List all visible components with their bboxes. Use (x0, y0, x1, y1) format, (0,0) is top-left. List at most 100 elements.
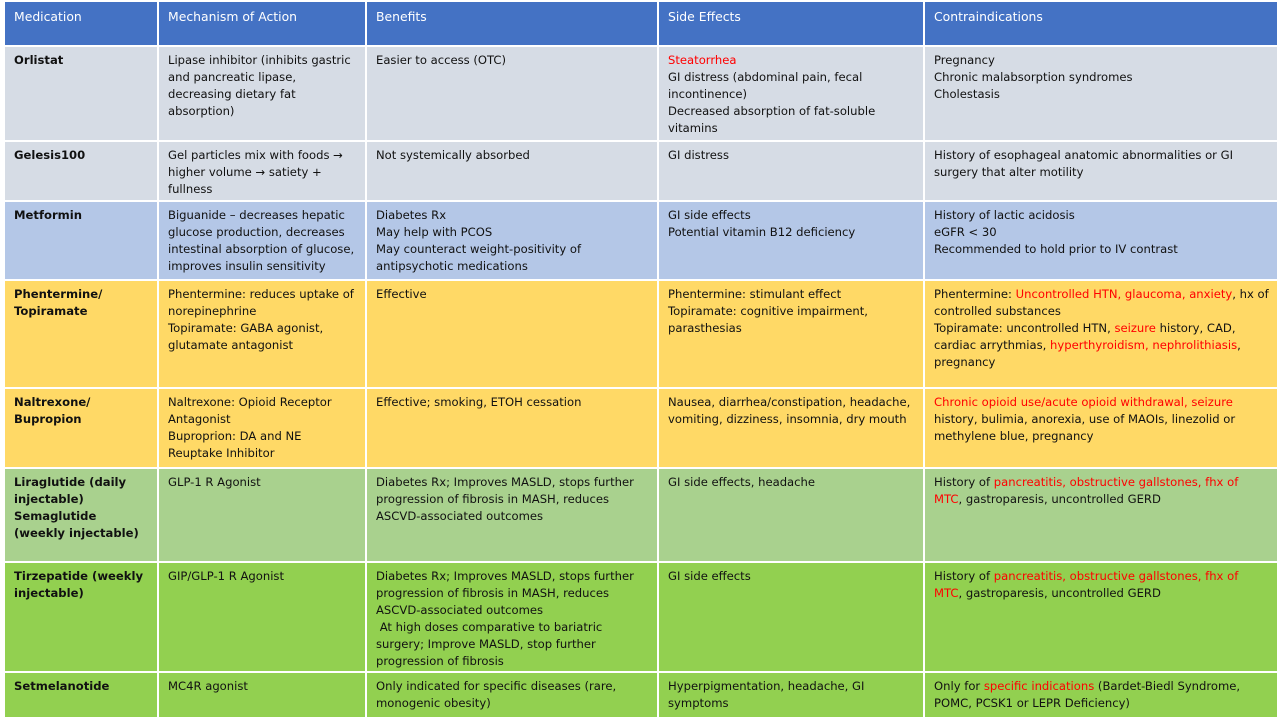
table-cell: Easier to access (OTC) (365, 45, 659, 142)
text-segment: Steatorrhea (668, 53, 737, 67)
text-segment: Chronic malabsorption syndromes (934, 70, 1133, 84)
header-cell: Contraindications (923, 0, 1279, 47)
text-segment: History of lactic acidosis (934, 208, 1075, 222)
cell-line: Naltrexone: Opioid Receptor Antagonist (168, 394, 357, 428)
text-segment: Uncontrolled HTN, glaucoma, anxiety (1015, 287, 1233, 301)
text-segment: History of (934, 475, 994, 489)
cell-line: Chronic opioid use/acute opioid withdraw… (934, 394, 1269, 445)
table-row: Gelesis100 Gel particles mix with foods →… (3, 140, 1279, 202)
text-segment: hyperthyroidism, nephrolithiasis (1050, 338, 1238, 352)
text-segment: Only for (934, 679, 984, 693)
cell-line: Recommended to hold prior to IV contrast (934, 241, 1269, 258)
text-segment: Lipase inhibitor (inhibits gastric and p… (168, 53, 355, 118)
cell-line: Topiramate (14, 303, 149, 320)
table-row: Liraglutide (daily injectable) Semaglutid… (3, 467, 1279, 563)
text-segment: (Bardet-Biedl Syndrome, POMC, PCSK1 or L… (934, 679, 1244, 710)
cell-line: Phentermine: stimulant effect (668, 286, 915, 303)
cell-line: Naltrexone/ (14, 394, 149, 411)
text-segment: Buproprion: DA and NE Reuptake Inhibitor (168, 429, 306, 460)
table-row: Phentermine/Topiramate Phentermine: reduc… (3, 279, 1279, 389)
cell-line: Only indicated for specific diseases (ra… (376, 678, 649, 712)
text-segment: Gelesis100 (14, 148, 86, 162)
cell-line: Phentermine: reduces uptake of norepinep… (168, 286, 357, 320)
table-cell: GIP/GLP-1 R Agonist (157, 561, 367, 673)
text-segment: Recommended to hold prior to IV contrast (934, 242, 1178, 256)
text-segment: GI side effects, headache (668, 475, 816, 489)
header-cell: Side Effects (657, 0, 925, 47)
cell-line: Effective; smoking, ETOH cessation (376, 394, 649, 411)
text-segment: eGFR < 30 (934, 225, 997, 239)
text-segment: specific indications (983, 679, 1095, 693)
table-cell: GLP-1 R Agonist (157, 467, 367, 563)
table-row: Naltrexone/Bupropion Naltrexone: Opioid R… (3, 387, 1279, 469)
text-segment: Cholestasis (934, 87, 1000, 101)
text-segment: history, bulimia, anorexia, use of MAOIs… (934, 395, 1239, 443)
medication-table: Medication Mechanism of Action Benefits Sid… (3, 0, 1279, 719)
cell-line: GI side effects (668, 568, 915, 585)
text-segment: Phentermine: reduces uptake of norepinep… (168, 287, 358, 318)
text-segment: Chronic opioid use/acute opioid withdraw… (934, 395, 1233, 409)
cell-line: Biguanide – decreases hepatic glucose pr… (168, 207, 357, 275)
text-segment: Orlistat (14, 53, 64, 67)
medication-cell: Liraglutide (daily injectable) Semaglutid… (3, 467, 159, 563)
text-segment: , gastroparesis, uncontrolled GERD (958, 586, 1161, 600)
cell-line: Lipase inhibitor (inhibits gastric and p… (168, 52, 357, 120)
text-segment: seizure (1114, 321, 1156, 335)
cell-line: GI side effects (668, 207, 915, 224)
text-segment: Potential vitamin B12 deficiency (668, 225, 856, 239)
table-cell: GI side effects Potential vitamin B12 def… (657, 200, 925, 281)
cell-line: Setmelanotide (14, 678, 149, 695)
table-cell: Only for specific indications (Bardet-Bi… (923, 671, 1279, 719)
text-segment: Hyperpigmentation, headache, GI symptoms (668, 679, 869, 710)
cell-line: Diabetes Rx (376, 207, 649, 224)
cell-line: Orlistat (14, 52, 149, 69)
text-segment: Phentermine/ (14, 287, 103, 301)
cell-line: Metformin (14, 207, 149, 224)
text-segment: , gastroparesis, uncontrolled GERD (958, 492, 1161, 506)
text-segment: May counteract weight-positivity of anti… (376, 242, 585, 273)
text-segment: Nausea, diarrhea/constipation, headache,… (668, 395, 915, 426)
cell-line: Not systemically absorbed (376, 147, 649, 164)
cell-line: History of pancreatitis, obstructive gal… (934, 474, 1269, 508)
text-segment: Metformin (14, 208, 82, 222)
cell-line: Diabetes Rx; Improves MASLD, stops furth… (376, 474, 649, 525)
cell-line: Hyperpigmentation, headache, GI symptoms (668, 678, 915, 712)
text-segment: Liraglutide (daily injectable) (14, 475, 131, 506)
table-cell: GI distress (657, 140, 925, 202)
cell-line: Only for specific indications (Bardet-Bi… (934, 678, 1269, 712)
table-cell: GI side effects, headache (657, 467, 925, 563)
text-segment: Bupropion (14, 412, 82, 426)
cell-line: GIP/GLP-1 R Agonist (168, 568, 357, 585)
cell-line: Semaglutide (weekly injectable) (14, 508, 149, 542)
cell-line: History of pancreatitis, obstructive gal… (934, 568, 1269, 602)
table-cell: History of lactic acidosis eGFR < 30 Recom… (923, 200, 1279, 281)
table-cell: Naltrexone: Opioid Receptor Antagonist Bu… (157, 387, 367, 469)
cell-line: Potential vitamin B12 deficiency (668, 224, 915, 241)
text-segment: Setmelanotide (14, 679, 110, 693)
table-cell: Phentermine: Uncontrolled HTN, glaucoma,… (923, 279, 1279, 389)
cell-line: GLP-1 R Agonist (168, 474, 357, 491)
text-segment: Topiramate: uncontrolled HTN, (934, 321, 1115, 335)
text-segment: , hx of controlled substances (934, 287, 1273, 318)
cell-line: Tirzepatide (weekly injectable) (14, 568, 149, 602)
cell-line: GI side effects, headache (668, 474, 915, 491)
text-segment: May help with PCOS (376, 225, 493, 239)
cell-line: GI distress (abdominal pain, fecal incon… (668, 69, 915, 103)
table-row: Tirzepatide (weekly injectable) GIP/GLP-1… (3, 561, 1279, 673)
cell-line: History of esophageal anatomic abnormali… (934, 147, 1269, 181)
text-segment: Easier to access (OTC) (376, 53, 507, 67)
text-segment: GI side effects (668, 208, 751, 222)
text-segment: Naltrexone: Opioid Receptor Antagonist (168, 395, 336, 426)
text-segment: GI distress (668, 148, 729, 162)
text-segment: Tirzepatide (weekly injectable) (14, 569, 148, 600)
text-segment: Not systemically absorbed (376, 148, 530, 162)
text-segment: History of esophageal anatomic abnormali… (934, 148, 1237, 179)
text-segment: Semaglutide (weekly injectable) (14, 509, 139, 540)
text-segment: GI distress (abdominal pain, fecal incon… (668, 70, 866, 101)
text-segment: MC4R agonist (168, 679, 248, 693)
text-segment: Decreased absorption of fat-soluble vita… (668, 104, 879, 135)
table-cell: Phentermine: stimulant effect Topiramate:… (657, 279, 925, 389)
text-segment: Phentermine: (934, 287, 1016, 301)
text-segment: Effective; smoking, ETOH cessation (376, 395, 582, 409)
cell-line: Topiramate: uncontrolled HTN, seizure hi… (934, 320, 1269, 371)
